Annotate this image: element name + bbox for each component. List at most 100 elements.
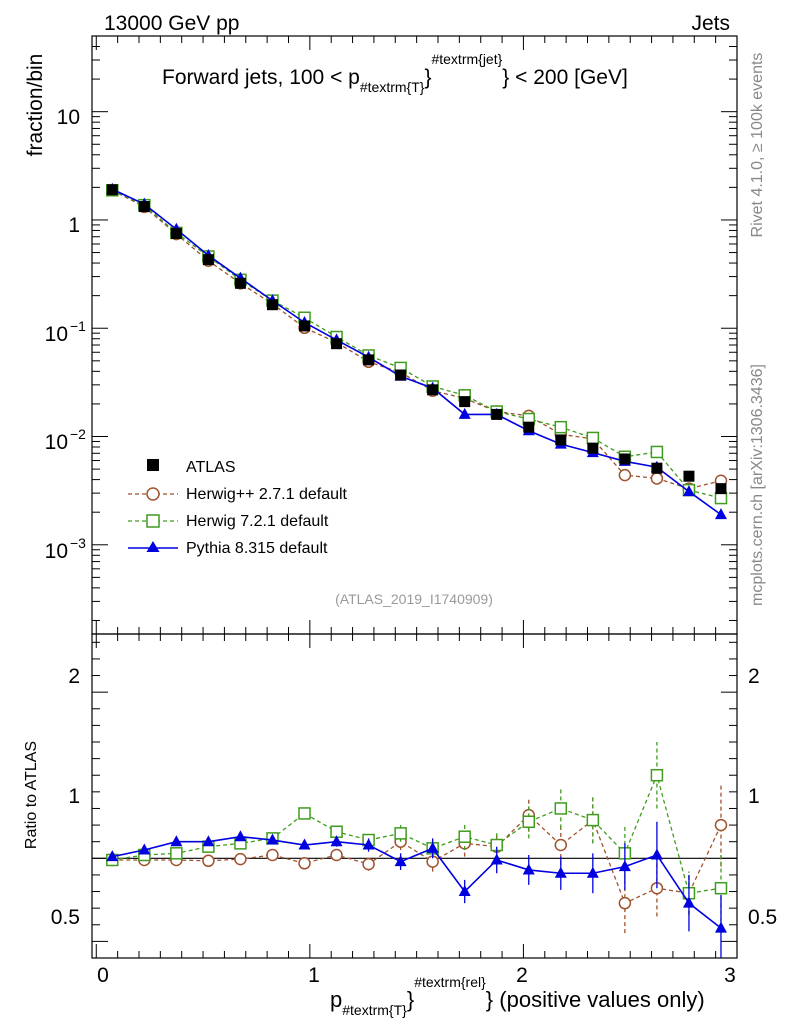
- main-title-text: Forward jets, 100 < p: [162, 66, 360, 89]
- point-atlas: [331, 338, 343, 350]
- ratio-point-herwig7: [458, 830, 471, 843]
- category-label: Jets: [691, 12, 730, 35]
- point-atlas: [234, 277, 246, 289]
- ratio-ytick-left-0p5: 0.5: [51, 906, 80, 929]
- point-atlas: [299, 320, 311, 332]
- ratio-point-pythia: [618, 860, 631, 872]
- ratio-point-herwigpp: [298, 857, 311, 870]
- ratio-point-herwig7: [170, 847, 183, 860]
- ratio-point-herwig7: [650, 768, 664, 782]
- point-atlas: [555, 434, 567, 446]
- point-herwig7: [586, 431, 600, 445]
- ratio-panel-frame: [91, 633, 738, 959]
- ratio-point-herwigpp: [234, 852, 247, 866]
- ratio-point-herwigpp: [266, 848, 279, 862]
- ratio-ytick-left-2: 2: [68, 665, 80, 688]
- ytick-label-10: 10: [57, 106, 80, 129]
- point-herwigpp: [618, 468, 632, 482]
- ratio-point-pythia: [298, 838, 311, 850]
- point-atlas: [619, 453, 631, 465]
- axis-ticks: [92, 35, 738, 958]
- ratio-point-herwig7: [298, 807, 311, 820]
- ytick-label-1: 1: [68, 214, 80, 237]
- main-title: Forward jets, 100 < p#textrm{T}}#textrm{…: [162, 51, 628, 95]
- ratio-point-pythia: [234, 830, 247, 842]
- ratio-point-pythia: [394, 855, 407, 867]
- ratio-point-pythia: [458, 885, 471, 897]
- point-atlas: [202, 254, 214, 266]
- xlabel: p#textrm{T}}#textrm{rel}} (positive valu…: [330, 974, 705, 1018]
- point-atlas: [170, 227, 182, 239]
- point-atlas: [587, 442, 599, 454]
- ratio-point-pythia: [266, 833, 279, 845]
- ratio-point-herwig7: [394, 827, 407, 840]
- ratio-point-herwig7: [554, 802, 568, 815]
- ratio-point-herwigpp: [714, 818, 728, 832]
- point-herwig7: [554, 420, 568, 434]
- point-atlas: [266, 299, 278, 311]
- legend: ATLAS Herwig++ 2.7.1 default Herwig 7.2.…: [128, 459, 348, 557]
- ratio-point-pythia: [586, 866, 599, 878]
- ratio-ytick-right-2: 2: [748, 665, 760, 688]
- point-atlas: [491, 408, 503, 420]
- ratio-point-pythia: [330, 835, 343, 847]
- ytick-label-1e-2-exp: −2: [70, 426, 86, 442]
- main-title-tail: < 200 [GeV]: [515, 66, 628, 89]
- main-title-subscript: #textrm{T}: [360, 79, 425, 95]
- xlabel-main: p: [330, 987, 342, 1012]
- ratio-plot-area: [106, 742, 728, 958]
- legend-marker-herwigpp: [146, 487, 160, 501]
- point-atlas: [651, 462, 663, 474]
- xlabel-subscript: #textrm{T}: [342, 1002, 407, 1018]
- ratio-ytick-right-1: 1: [748, 785, 760, 808]
- mcplots-source-label: mcplots.cern.ch [arXiv:1306.3436]: [749, 364, 766, 606]
- xtick-label-1: 1: [308, 964, 320, 987]
- ratio-point-herwigpp: [362, 857, 375, 871]
- ratio-point-pythia: [106, 850, 119, 862]
- xlabel-tail: (positive values only): [499, 987, 704, 1012]
- ratio-point-pythia: [490, 853, 503, 865]
- main-ylabel: fraction/bin: [24, 54, 47, 157]
- point-pythia: [714, 508, 727, 520]
- ratio-point-pythia: [138, 843, 151, 855]
- ratio-point-pythia: [650, 848, 663, 860]
- point-herwig7: [650, 445, 664, 459]
- main-series-group: [106, 182, 728, 520]
- ratio-point-pythia: [714, 921, 727, 933]
- ratio-series-group: [106, 742, 728, 958]
- ratio-point-herwigpp: [618, 896, 632, 910]
- ratio-ytick-left-1: 1: [68, 785, 80, 808]
- ratio-point-pythia: [170, 835, 183, 847]
- ratio-point-herwigpp: [330, 848, 343, 862]
- xtick-label-3: 3: [724, 964, 736, 987]
- legend-marker-atlas: [147, 459, 159, 471]
- series-line-herwigpp: [111, 189, 722, 490]
- legend-label-herwigpp: Herwig++ 2.7.1 default: [186, 486, 348, 503]
- ratio-point-herwig7: [714, 881, 728, 895]
- analysis-id-label: (ATLAS_2019_I1740909): [335, 591, 493, 607]
- ratio-line-pythia: [112, 835, 722, 929]
- ratio-point-herwigpp: [554, 838, 568, 852]
- ratio-point-pythia: [682, 896, 695, 908]
- point-atlas: [395, 369, 407, 381]
- point-herwig7: [714, 491, 728, 505]
- legend-label-atlas: ATLAS: [186, 459, 236, 476]
- ytick-label-1e-1: 10: [45, 323, 68, 346]
- legend-label-pythia: Pythia 8.315 default: [186, 540, 328, 557]
- point-herwigpp: [650, 472, 664, 485]
- legend-marker-pythia: [146, 541, 160, 552]
- ratio-ylabel: Ratio to ATLAS: [23, 741, 40, 849]
- point-atlas: [427, 384, 439, 396]
- rivet-version-label: Rivet 4.1.0, ≥ 100k events: [749, 53, 766, 238]
- point-atlas: [683, 470, 695, 482]
- xtick-label-2: 2: [516, 964, 528, 987]
- ytick-label-1e-2: 10: [45, 431, 68, 454]
- xlabel-superscript: #textrm{rel}: [414, 974, 486, 990]
- point-pythia: [458, 407, 471, 419]
- point-atlas: [363, 354, 375, 366]
- point-atlas: [138, 201, 150, 213]
- ratio-point-pythia: [554, 866, 567, 878]
- energy-label: 13000 GeV pp: [104, 12, 239, 35]
- ratio-line-herwig7: [112, 773, 722, 894]
